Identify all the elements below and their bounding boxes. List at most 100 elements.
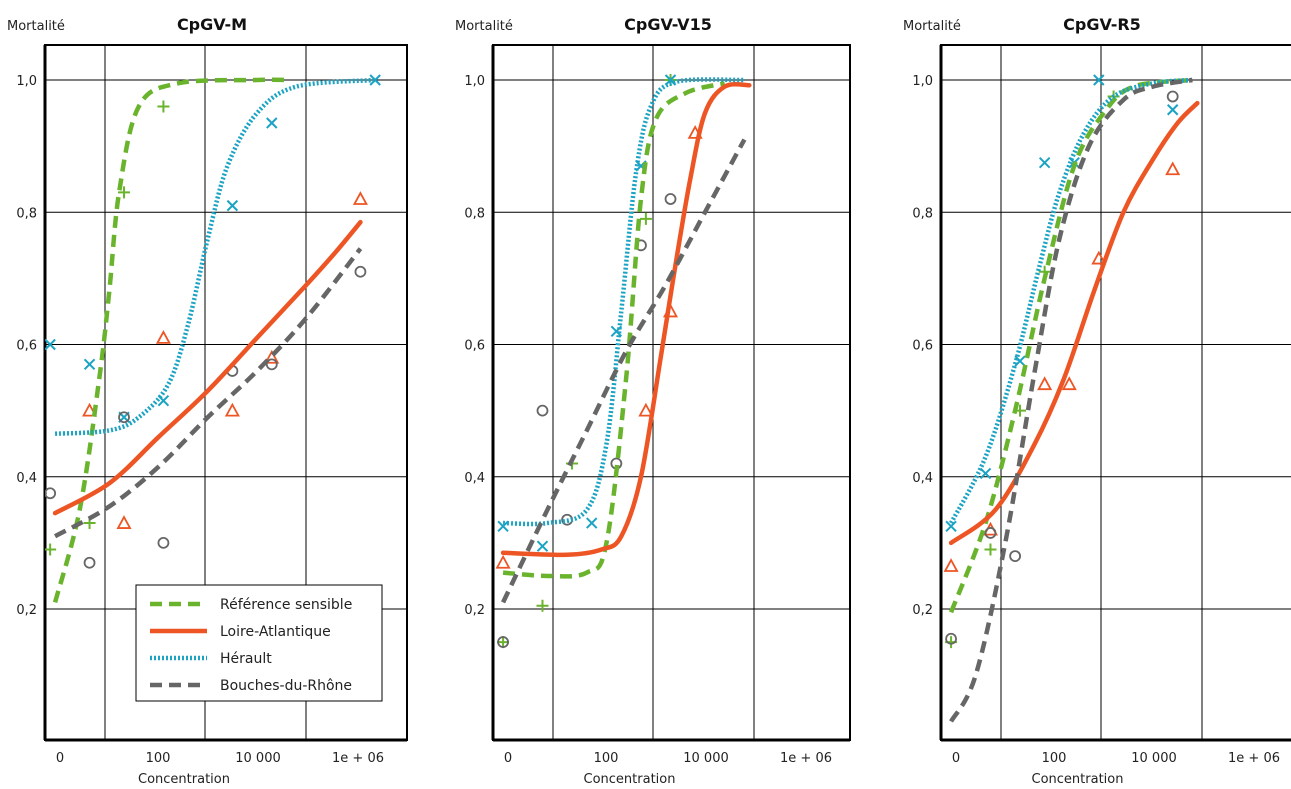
series-line: [949, 77, 1193, 525]
x-axis-label: Concentration: [138, 772, 230, 787]
y-tick-label: 0,6: [16, 339, 37, 354]
data-point-triangle: [495, 554, 511, 569]
x-tick-label: 0: [56, 751, 64, 766]
x-axis-label: Concentration: [1032, 772, 1124, 787]
x-tick-label: 10 000: [235, 751, 281, 766]
data-point-circle: [497, 636, 509, 648]
series-line: [54, 77, 376, 437]
data-point-x: [1093, 74, 1105, 86]
y-tick-label: 0,6: [464, 339, 485, 354]
plot-frame: [492, 44, 851, 741]
chart-panel-2: 0,2 0,4 0,6 0,8 1,0 0 100 10 000 1e + 06 Concentr…: [455, 15, 851, 787]
series-line: [949, 77, 1193, 723]
plot-frame: [940, 44, 1291, 741]
y-tick-label: 0,8: [16, 206, 37, 221]
y-tick-label: 0,6: [912, 339, 933, 354]
x-tick-label: 1e + 06: [780, 751, 832, 766]
legend-label: Hérault: [220, 651, 272, 667]
legend: Référence sensible Loire-Atlantique Héraul…: [135, 584, 383, 702]
data-point-x: [1166, 104, 1179, 116]
x-axis-label: Concentration: [584, 772, 676, 787]
y-axis-label: Mortalité: [7, 19, 65, 34]
data-point-triangle: [352, 191, 368, 205]
data-point-triangle: [264, 349, 280, 364]
data-point-triangle: [943, 558, 959, 572]
y-tick-label: 0,2: [464, 603, 485, 618]
data-point-circle: [945, 632, 957, 645]
data-point-x: [266, 117, 278, 129]
chart-title: CpGV-V15: [624, 15, 712, 34]
series-line: [948, 100, 1200, 546]
x-tick-label: 1e + 06: [1228, 751, 1280, 766]
data-point-x: [226, 199, 239, 212]
data-point-triangle: [82, 402, 98, 417]
plot-area: [45, 74, 381, 603]
data-point-triangle: [155, 330, 171, 344]
y-tick-label: 0,4: [464, 471, 485, 486]
data-point-triangle: [1037, 376, 1053, 391]
series-line: [502, 81, 726, 579]
data-point-x: [497, 520, 509, 533]
data-point-plus: [118, 186, 131, 199]
data-point-plus: [497, 636, 510, 649]
data-point-x: [45, 338, 56, 351]
data-point-circle: [664, 193, 677, 205]
data-point-triangle: [224, 402, 240, 417]
y-tick-label: 0,2: [16, 603, 37, 618]
x-tick-label: 0: [952, 751, 960, 766]
data-point-circle: [1009, 550, 1021, 562]
data-point-triangle: [1061, 376, 1077, 391]
data-point-circle: [536, 404, 549, 417]
x-tick-label: 10 000: [1131, 751, 1177, 766]
y-tick-label: 0,4: [16, 471, 37, 486]
x-tick-label: 100: [1042, 751, 1067, 766]
data-point-x: [945, 520, 957, 533]
data-point-plus: [984, 543, 997, 556]
data-point-x: [369, 74, 381, 86]
data-point-plus: [639, 212, 652, 225]
y-tick-label: 0,8: [464, 206, 485, 221]
x-tick-label: 100: [594, 751, 619, 766]
series-line: [500, 81, 752, 558]
data-point-plus: [536, 599, 549, 612]
x-tick-label: 0: [504, 751, 512, 766]
y-tick-label: 0,2: [912, 603, 933, 618]
chart-title: CpGV-M: [177, 15, 247, 34]
data-point-x: [1038, 156, 1051, 169]
y-tick-label: 0,8: [912, 206, 933, 221]
y-axis-label: Mortalité: [455, 19, 513, 34]
series-line: [503, 77, 745, 527]
data-point-circle: [984, 527, 997, 539]
x-tick-label: 100: [146, 751, 171, 766]
x-tick-label: 1e + 06: [332, 751, 384, 766]
data-point-triangle: [638, 402, 654, 417]
plot-area: [943, 74, 1200, 723]
data-point-x: [536, 540, 549, 552]
data-point-plus: [157, 100, 170, 113]
series-line: [501, 138, 747, 604]
series-line: [53, 247, 363, 539]
plot-area: [495, 74, 752, 649]
x-tick-label: 10 000: [683, 751, 729, 766]
data-point-circle: [1166, 90, 1179, 103]
y-tick-label: 1,0: [16, 74, 37, 89]
series-line: [52, 77, 287, 603]
data-point-x: [83, 358, 96, 371]
data-point-circle: [157, 536, 170, 549]
data-point-circle: [118, 411, 130, 424]
chart-panel-3: 0,2 0,4 0,6 0,8 1,0 0 100 10 000 1e + 06 Concentr…: [903, 15, 1291, 787]
data-point-plus: [45, 543, 57, 556]
y-tick-label: 1,0: [464, 74, 485, 89]
data-point-circle: [45, 487, 57, 500]
series-line: [52, 219, 363, 516]
chart-title: CpGV-R5: [1063, 15, 1141, 34]
legend-label: Bouches-du-Rhône: [220, 678, 352, 694]
y-tick-label: 1,0: [912, 74, 933, 89]
legend-label: Référence sensible: [220, 597, 352, 613]
data-point-circle: [354, 265, 367, 278]
data-point-triangle: [1091, 250, 1107, 265]
data-point-triangle: [1165, 161, 1181, 176]
data-point-triangle: [116, 515, 132, 529]
y-tick-label: 0,4: [912, 471, 933, 486]
